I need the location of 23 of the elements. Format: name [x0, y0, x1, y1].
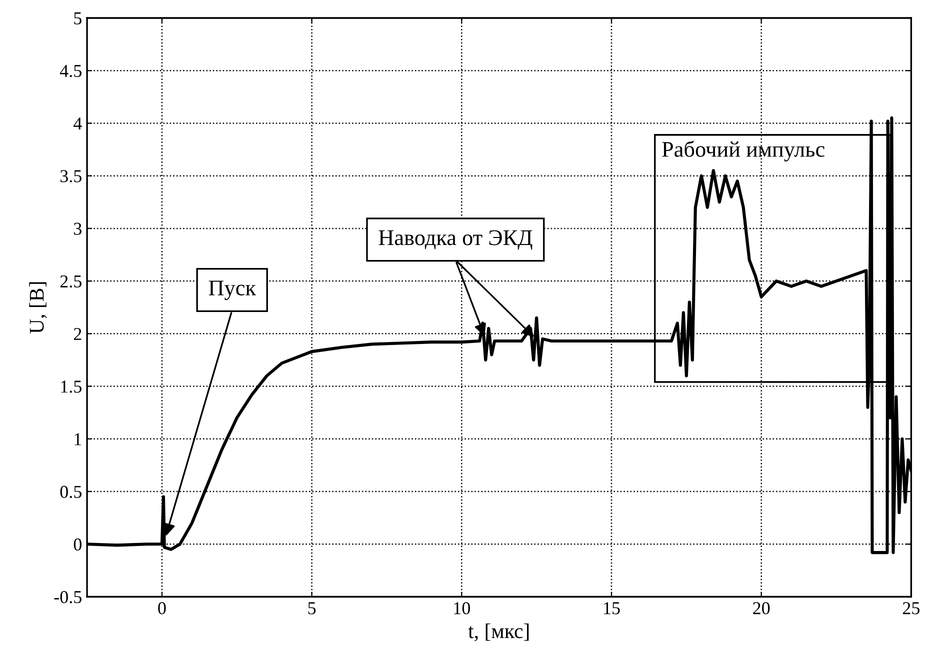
y-tick-label: 2	[74, 328, 82, 340]
x-tick-label: 10	[454, 602, 470, 614]
y-tick-label: 4	[74, 118, 82, 130]
y-tick-label: 0	[74, 538, 82, 551]
y-tick-label: 3.5	[60, 170, 82, 182]
y-tick-label: 4.5	[60, 64, 82, 78]
y-tick-label: 5	[74, 12, 82, 24]
y-tick-label: 1.5	[61, 380, 82, 393]
x-axis-title: t, [мкс]	[468, 624, 529, 642]
x-tick-label: 15	[604, 602, 620, 614]
y-axis-title: U, [В]	[29, 282, 47, 334]
annotation: Пуск	[208, 280, 256, 300]
annotation: Рабочий импульс	[662, 140, 824, 162]
y-tick-label: 3	[74, 222, 82, 235]
x-tick-label: 20	[753, 602, 770, 614]
x-tick-label: 0	[158, 602, 166, 614]
y-tick-label: 0.5	[60, 486, 82, 498]
y-tick-label: 1	[74, 433, 82, 446]
x-tick-label: 5	[308, 602, 316, 614]
y-tick-label: -0.5	[54, 590, 82, 604]
y-tick-label: 2.5	[60, 275, 82, 288]
annotation: Наводка от ЭКД	[378, 230, 532, 250]
x-tick-label: 25	[902, 602, 920, 614]
